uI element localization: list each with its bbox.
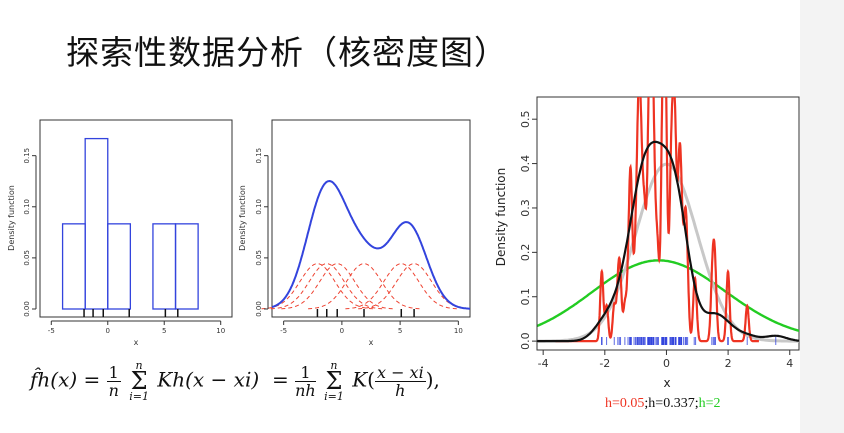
histogram-bar <box>61 223 86 310</box>
y-tick-label: 0.4 <box>519 155 532 173</box>
curve-h-0.337 <box>537 140 799 343</box>
formula-sum-2: n Σ i=1 <box>324 359 344 403</box>
x-tick-label: 5 <box>162 327 166 335</box>
y-tick-label: 0.15 <box>255 148 263 164</box>
histogram-bar <box>107 223 132 310</box>
x-tick-label: -2 <box>599 357 610 370</box>
kde-component-panel: -5 0 5 10 0.00 0.05 0.10 0.15 x Density functi… <box>238 119 471 347</box>
y-tick-label: 0.10 <box>255 199 263 215</box>
x-tick-label: -4 <box>538 357 549 370</box>
y-tick-label: 0.00 <box>23 301 31 317</box>
legend-h1: h=0.05 <box>605 396 645 411</box>
histogram-frame <box>39 119 233 318</box>
bandwidth-x-label: x <box>663 376 670 390</box>
legend-h3: h=2 <box>698 396 721 411</box>
bandwidth-legend: h=0.05;h=0.337;h=2 <box>605 396 721 411</box>
histogram-bar <box>152 223 177 310</box>
x-tick-label: 0 <box>106 327 110 335</box>
formula-frac-1nh: 1 nh <box>295 362 316 400</box>
histogram-x-label: x <box>134 338 139 347</box>
x-tick-label: 4 <box>786 357 793 370</box>
kde-y-label: Density function <box>238 185 247 251</box>
kde-x-label: x <box>369 338 374 347</box>
x-tick-label: 2 <box>725 357 732 370</box>
kernel-component <box>345 263 458 310</box>
bandwidth-y-label: Density function <box>494 168 508 266</box>
x-tick-label: -5 <box>48 327 55 335</box>
x-tick-label: 0 <box>663 357 670 370</box>
bandwidth-panel: -4 -2 0 2 4 0.0 0.1 0.2 0.3 0.4 0.5 x Density fun… <box>494 96 800 390</box>
curve-h-2 <box>537 259 799 333</box>
kernel-component <box>308 263 420 310</box>
formula-frac-1n: 1 n <box>106 362 121 400</box>
curve-h-0.05 <box>555 97 759 343</box>
histogram-bar <box>174 223 199 310</box>
formula-sum-1: n Σ i=1 <box>129 359 149 403</box>
x-tick-label: 0 <box>340 327 344 335</box>
histogram-y-label: Density function <box>7 185 16 251</box>
y-tick-label: 0.0 <box>519 332 532 350</box>
x-tick-label: 5 <box>398 327 402 335</box>
kde-frame <box>271 119 471 318</box>
formula-lhs: f̂h(x) = <box>30 367 101 392</box>
page-title: 探索性数据分析（核密度图） <box>66 33 508 72</box>
y-tick-label: 0.10 <box>23 199 31 215</box>
kde-curve <box>271 179 470 310</box>
formula-frac-xh: x − xi h <box>374 362 426 400</box>
y-tick-label: 0.05 <box>255 250 263 266</box>
formula-kernel-sum: Kh(x − xi) <box>157 367 260 392</box>
x-tick-label: -5 <box>280 327 287 335</box>
y-tick-label: 0.2 <box>519 244 532 262</box>
y-tick-label: 0.3 <box>519 199 532 217</box>
right-margin-panel <box>800 0 844 433</box>
x-tick-label: 10 <box>454 327 463 335</box>
kde-formula-left: f̂h(x) = 1 n n Σ i=1 Kh(x − xi) <box>30 359 260 403</box>
x-tick-label: 10 <box>216 327 225 335</box>
histogram-panel: -5 0 5 10 0.00 0.05 0.10 0.15 x Density functi… <box>7 119 233 347</box>
y-tick-label: 0.00 <box>255 301 263 317</box>
y-tick-label: 0.1 <box>519 288 532 306</box>
y-tick-label: 0.15 <box>23 148 31 164</box>
kernel-component <box>358 263 470 310</box>
histogram-bar <box>84 137 109 310</box>
y-tick-label: 0.05 <box>23 250 31 266</box>
legend-h2: h=0.337 <box>648 396 695 411</box>
y-tick-label: 0.5 <box>519 110 532 128</box>
kde-formula-right: = 1 nh n Σ i=1 K( x − xi h ), <box>272 359 440 403</box>
